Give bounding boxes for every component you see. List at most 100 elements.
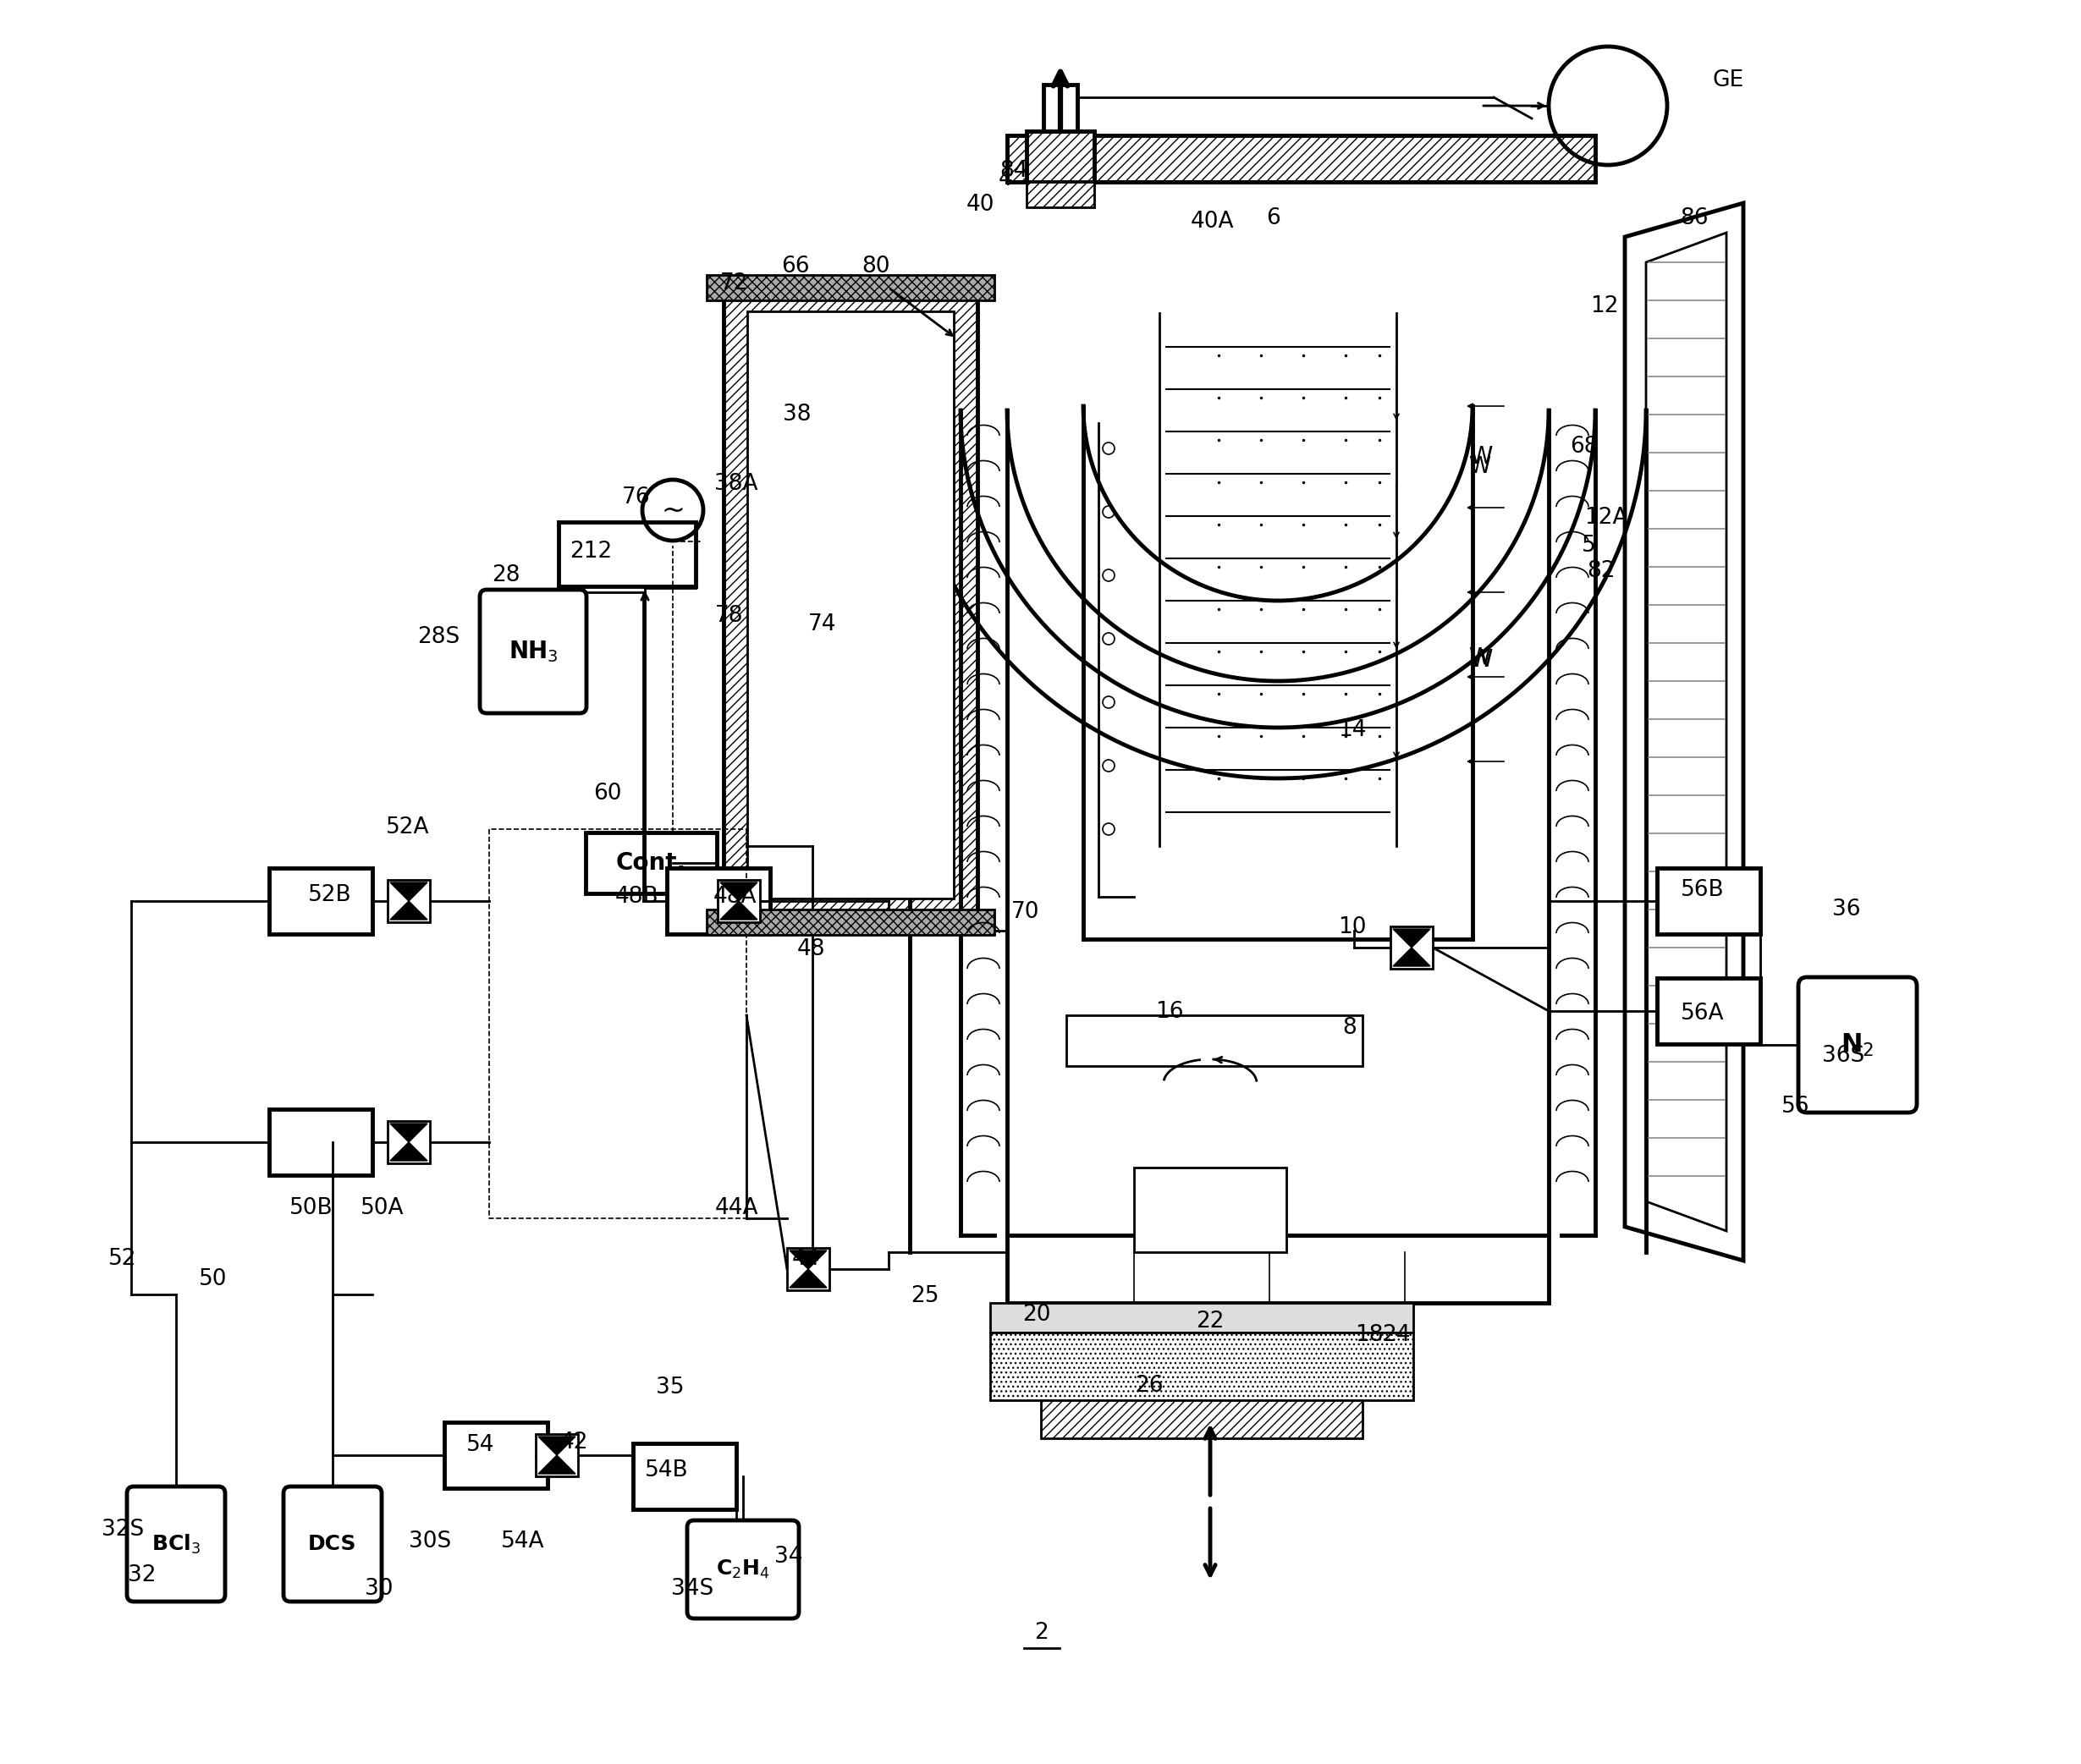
Bar [1134, 1168, 1286, 1252]
Bar [535, 1434, 579, 1476]
Text: 6: 6 [1267, 208, 1280, 229]
Bar [1026, 131, 1095, 182]
FancyBboxPatch shape [481, 589, 587, 713]
Bar [558, 522, 695, 586]
Text: 48A: 48A [714, 886, 755, 908]
Text: 44A: 44A [714, 1198, 757, 1219]
Bar [666, 868, 770, 933]
Text: Cont.: Cont. [616, 850, 687, 875]
Bar [787, 1247, 830, 1289]
FancyBboxPatch shape [283, 1487, 381, 1602]
Bar [585, 833, 716, 893]
Text: W: W [1469, 445, 1492, 469]
Text: 2: 2 [1034, 1621, 1049, 1644]
Bar [724, 288, 978, 923]
Text: 60: 60 [593, 783, 622, 804]
Text: 56A: 56A [1681, 1002, 1725, 1025]
Bar [1026, 182, 1095, 208]
Text: 72: 72 [720, 272, 749, 295]
Text: 44: 44 [791, 1247, 820, 1270]
Text: 32: 32 [129, 1565, 156, 1586]
Text: W: W [1469, 647, 1492, 672]
Text: 56B: 56B [1681, 878, 1725, 901]
Polygon shape [789, 1268, 826, 1288]
Text: 84: 84 [999, 161, 1028, 182]
Text: 80: 80 [862, 256, 891, 277]
Bar [268, 868, 372, 933]
Text: 50A: 50A [360, 1198, 404, 1219]
Bar [268, 1110, 372, 1175]
Polygon shape [539, 1436, 576, 1455]
Text: 30: 30 [364, 1577, 393, 1600]
Text: 48B: 48B [614, 886, 658, 908]
Text: 8: 8 [1342, 1016, 1357, 1039]
Bar [1043, 85, 1078, 131]
Polygon shape [389, 882, 427, 901]
Text: DCS: DCS [308, 1535, 358, 1554]
Polygon shape [720, 901, 757, 919]
Text: 4: 4 [999, 168, 1013, 191]
Text: ~: ~ [662, 496, 685, 524]
Text: 54B: 54B [645, 1459, 689, 1482]
Text: 78: 78 [716, 605, 743, 626]
Text: 22: 22 [1197, 1311, 1224, 1332]
Text: 38: 38 [782, 404, 812, 425]
Text: 5: 5 [1582, 534, 1596, 557]
Text: 54A: 54A [502, 1531, 545, 1552]
Text: BCl$_3$: BCl$_3$ [152, 1533, 200, 1556]
Text: W: W [1469, 457, 1490, 478]
Text: 14: 14 [1338, 720, 1367, 741]
Bar [1656, 977, 1761, 1044]
Text: 25: 25 [911, 1286, 939, 1307]
Text: 68: 68 [1569, 436, 1598, 457]
Text: 212: 212 [570, 540, 612, 563]
Text: 56: 56 [1781, 1095, 1810, 1118]
Text: 74: 74 [807, 614, 837, 635]
Text: W: W [1469, 647, 1490, 669]
Polygon shape [720, 882, 757, 901]
Text: 26: 26 [1134, 1374, 1163, 1397]
Text: 52B: 52B [308, 884, 352, 907]
Text: 36S: 36S [1823, 1044, 1865, 1067]
Text: 12A: 12A [1584, 506, 1627, 529]
Bar [1656, 868, 1761, 933]
Text: 32S: 32S [102, 1519, 144, 1540]
Text: 34: 34 [774, 1545, 803, 1568]
Bar [1007, 136, 1596, 182]
Polygon shape [389, 1124, 427, 1141]
Bar [991, 1332, 1413, 1401]
Text: 40A: 40A [1190, 210, 1234, 233]
Text: 36: 36 [1833, 898, 1860, 921]
Bar [387, 880, 431, 923]
Bar [387, 1120, 431, 1162]
Text: 35: 35 [656, 1376, 685, 1399]
Text: 40: 40 [966, 194, 995, 215]
Bar [708, 275, 995, 300]
Text: NH$_3$: NH$_3$ [508, 639, 558, 663]
Text: N$_2$: N$_2$ [1842, 1032, 1875, 1058]
Text: 82: 82 [1588, 561, 1615, 582]
Polygon shape [389, 1141, 427, 1161]
FancyBboxPatch shape [687, 1521, 799, 1619]
Polygon shape [1392, 947, 1430, 967]
Text: 52: 52 [108, 1247, 137, 1270]
FancyBboxPatch shape [1798, 977, 1917, 1113]
Text: 10: 10 [1338, 916, 1367, 938]
Text: 16: 16 [1155, 1000, 1184, 1023]
Text: C$_2$H$_4$: C$_2$H$_4$ [716, 1558, 770, 1581]
Text: 24: 24 [1382, 1325, 1411, 1346]
Text: 38A: 38A [714, 473, 757, 496]
Bar [1007, 1235, 1548, 1304]
FancyBboxPatch shape [127, 1487, 225, 1602]
Text: 12: 12 [1590, 295, 1619, 318]
Text: 34S: 34S [670, 1577, 714, 1600]
Bar [1040, 1401, 1363, 1438]
Polygon shape [539, 1455, 576, 1473]
Bar [445, 1422, 547, 1489]
Text: 42: 42 [560, 1432, 589, 1454]
Text: 50: 50 [200, 1268, 227, 1289]
Text: 48: 48 [797, 938, 824, 960]
Text: 28S: 28S [416, 626, 460, 647]
Polygon shape [389, 901, 427, 919]
Text: GE: GE [1713, 69, 1744, 92]
